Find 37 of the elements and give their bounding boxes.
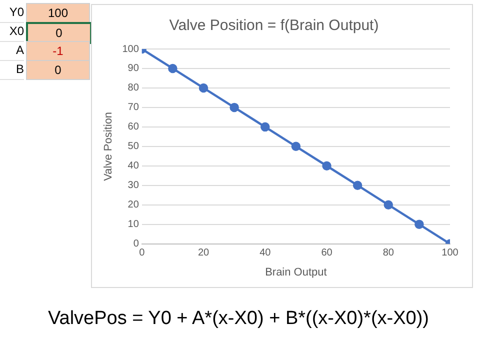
- text: 0: [26, 22, 92, 44]
- point: [384, 200, 393, 210]
- point: [291, 142, 301, 152]
- y-tick-label: 20: [128, 200, 140, 211]
- y-tick-label: 90: [128, 63, 140, 74]
- y-tick-label: 50: [128, 141, 140, 152]
- y-axis-title: Valve Position: [102, 112, 115, 181]
- y-tick-label: 80: [128, 82, 140, 94]
- point: [414, 220, 424, 229]
- point: [322, 161, 332, 171]
- y-tick-label: 60: [128, 122, 140, 133]
- text: Y0: [0, 3, 24, 23]
- text: -1: [26, 41, 90, 61]
- text: ValvePos = Y0 + A*(x-X0) + B*((x-X0)*(x-X0)): [46, 308, 430, 330]
- point: [352, 180, 362, 190]
- x-tick-label: 40: [260, 248, 272, 259]
- point: [198, 83, 208, 93]
- point: [230, 102, 239, 112]
- x-tick-label: 60: [321, 248, 333, 259]
- point: [260, 122, 270, 132]
- x-axis-title: Brain Output: [265, 266, 327, 278]
- y-tick-label: 0: [133, 238, 140, 250]
- y-tick-label: 10: [128, 219, 140, 230]
- chart-title: Valve Position = f(Brain Output): [169, 17, 379, 34]
- text: 100: [26, 3, 90, 23]
- text: B: [0, 60, 24, 80]
- x-tick-label: 100: [442, 248, 459, 259]
- text: 0: [26, 60, 90, 80]
- text: X0: [0, 22, 24, 42]
- x-tick-label: 80: [382, 248, 394, 259]
- text: A: [0, 41, 24, 61]
- point: [168, 64, 178, 74]
- y-tick-label: 40: [128, 160, 140, 172]
- x-tick-label: 20: [198, 248, 210, 259]
- y-tick-label: 30: [128, 180, 140, 192]
- y-tick-label: 70: [128, 102, 140, 114]
- y-tick-label: 100: [122, 44, 140, 55]
